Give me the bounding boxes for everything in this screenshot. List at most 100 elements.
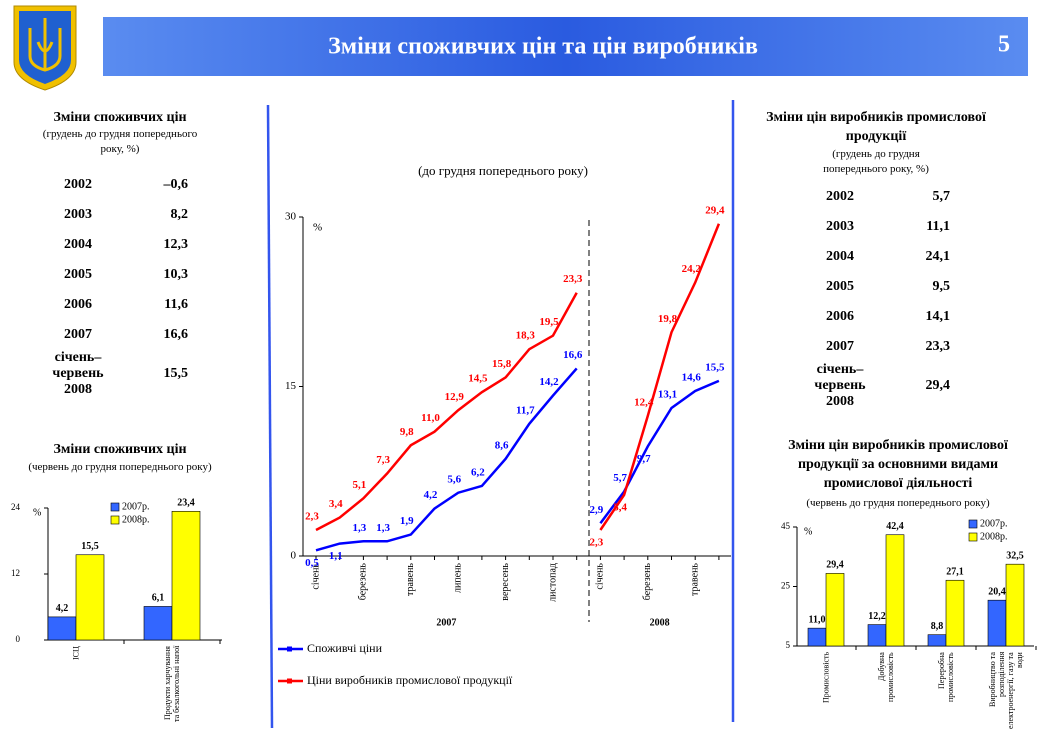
legend-swatch: [110, 502, 120, 512]
data-label: 19,5: [539, 316, 559, 328]
cell-value: –0,6: [163, 177, 189, 192]
data-label: 3,4: [329, 498, 343, 510]
x-tick-label: липень: [452, 563, 463, 593]
x-tick-label: січень: [595, 563, 606, 590]
data-label: 9,7: [637, 453, 651, 465]
y-tick-label: 0: [291, 550, 297, 562]
data-label: 4,2: [56, 603, 69, 614]
cell-value: 11,6: [164, 297, 188, 312]
table-row: 2006 11,6: [38, 290, 188, 320]
cell-value: 10,3: [163, 267, 189, 282]
y-tick-label: 12: [11, 568, 20, 578]
chart-title: Зміни споживчих цін: [53, 442, 187, 457]
cell-year: 2005: [826, 279, 854, 294]
data-label: 11,0: [421, 412, 440, 424]
data-label: 12,4: [634, 396, 654, 408]
header-bar: [103, 17, 1028, 76]
x-tick-label: січень: [310, 563, 321, 590]
bar: [885, 534, 905, 647]
data-label: 5,1: [353, 479, 367, 491]
cell-year: січень–червень 2008: [814, 362, 866, 409]
data-label: 5,7: [613, 472, 627, 484]
x-tick-label: Виробництво та розподілення електроенерг…: [988, 652, 1024, 729]
bar: [75, 554, 105, 641]
group-label: 2007: [436, 617, 456, 628]
cell-value: 5,7: [932, 189, 951, 204]
table-row: 2003 8,2: [38, 200, 188, 230]
page-number: 5: [998, 32, 1010, 58]
y-tick-label: 5: [786, 640, 791, 650]
table-row: 2006 14,1: [800, 302, 950, 332]
cell-year: січень–червень 2008: [52, 350, 104, 397]
data-label: 24,2: [682, 263, 702, 275]
legend-label: 2008р.: [980, 531, 1008, 542]
legend-label: Ціни виробників промислової продукції: [307, 673, 513, 687]
bar: [143, 606, 173, 641]
x-tick-label: березень: [358, 563, 369, 601]
y-tick-label: 25: [781, 581, 791, 591]
data-label: 18,3: [516, 330, 536, 342]
x-tick-label: Промисловість: [821, 652, 831, 704]
data-label: 14,5: [468, 373, 488, 385]
table-row: 2007 16,6: [38, 320, 188, 350]
cell-year: 2002: [64, 177, 92, 192]
data-label: 2,3: [590, 537, 604, 549]
cell-value: 15,5: [163, 366, 189, 381]
cell-value: 29,4: [925, 378, 951, 393]
data-label: 42,4: [886, 521, 904, 532]
table-row: 2005 9,5: [800, 272, 950, 302]
table-title: Зміни цін виробників промислової продукц…: [766, 110, 986, 144]
cell-year: 2003: [826, 219, 854, 234]
bar: [987, 599, 1007, 647]
table-row: 2002 5,7: [800, 182, 950, 212]
data-label: 7,3: [376, 454, 390, 466]
data-label: 15,5: [705, 361, 725, 373]
legend-label: 2007р.: [122, 501, 150, 512]
table-row: 2002 –0,6: [38, 170, 188, 200]
x-tick-label: Переробна промисловість: [937, 652, 955, 702]
group-label: 2008: [650, 617, 670, 628]
data-label: 14,6: [682, 372, 702, 384]
chart-subtitle: (червень до грудня попереднього року): [806, 497, 990, 509]
cell-value: 12,3: [163, 237, 189, 252]
table-subtitle: (грудень до грудня попереднього року, %): [823, 148, 929, 175]
data-label: 29,4: [826, 560, 844, 571]
table-title: Зміни споживчих цін: [53, 110, 187, 125]
y-axis-label: %: [313, 222, 322, 234]
data-label: 2,9: [590, 504, 604, 516]
cell-value: 16,6: [163, 327, 189, 342]
x-tick-label: листопад: [547, 563, 558, 602]
cell-value: 8,2: [170, 207, 189, 222]
data-label: 1,3: [353, 522, 367, 534]
data-label: 27,1: [946, 567, 964, 578]
data-label: 0,5: [305, 557, 319, 569]
cell-year: 2005: [64, 267, 92, 282]
bar: [807, 627, 827, 647]
line-series: [315, 292, 578, 532]
data-label: 32,5: [1006, 550, 1024, 561]
legend-swatch: [110, 515, 120, 525]
data-label: 16,6: [563, 349, 583, 361]
x-tick-label: Продукти харчування та безалкогольні нап…: [163, 646, 181, 723]
table-row: 2005 10,3: [38, 260, 188, 290]
data-label: 12,9: [445, 391, 465, 403]
table-subtitle: (грудень до грудня попереднього року, %): [42, 128, 198, 155]
bar: [825, 573, 845, 647]
data-label: 8,6: [495, 439, 509, 451]
y-tick-label: 45: [781, 521, 791, 531]
y-tick-label: 24: [11, 502, 21, 512]
data-label: 8,8: [931, 621, 944, 632]
x-tick-label: травень: [405, 563, 416, 596]
y-axis-label: %: [804, 526, 812, 537]
coat-of-arms: [13, 5, 77, 91]
data-table: 2002 –0,6 2003 8,2 2004 12,3 2005 10,3 2006 11,6 2…: [38, 170, 188, 398]
data-label: 23,3: [563, 273, 583, 285]
cell-year: 2002: [826, 189, 854, 204]
y-tick-label: 15: [285, 380, 297, 392]
chart-subtitle: (до грудня попереднього року): [418, 163, 588, 178]
data-label: 5,6: [447, 473, 461, 485]
bar: [1005, 563, 1025, 647]
legend-label: Споживчі ціни: [307, 641, 383, 655]
divider: [266, 104, 274, 729]
table-row: 2004 24,1: [800, 242, 950, 272]
